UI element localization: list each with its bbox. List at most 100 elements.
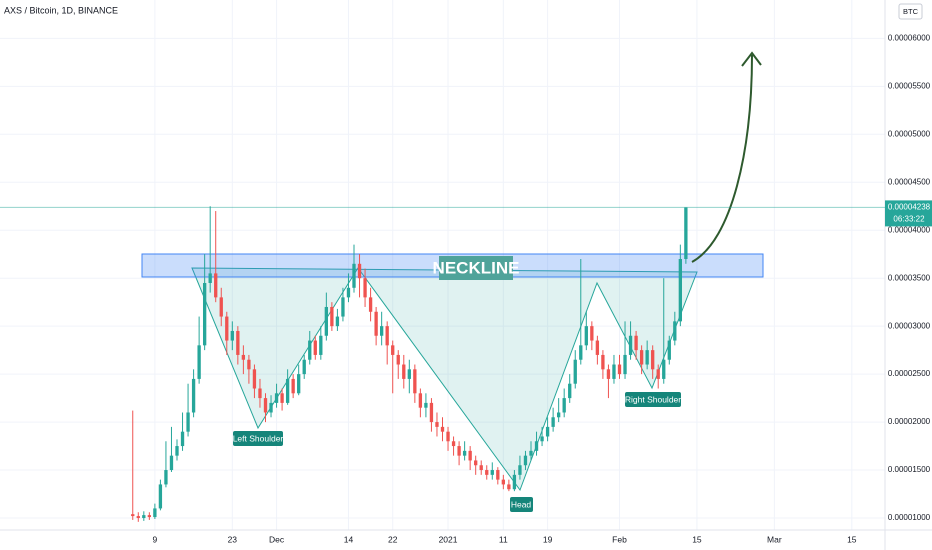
candle-body	[639, 350, 644, 365]
candle-body	[606, 369, 611, 379]
candle-body	[529, 450, 533, 456]
candle-body	[590, 326, 594, 341]
candle-body	[595, 340, 600, 355]
candle-body	[136, 516, 140, 519]
candle-body	[446, 431, 450, 442]
candle-body	[457, 446, 461, 456]
candle-body	[429, 402, 434, 423]
symbol-title: AXS / Bitcoin, 1D, BINANCE	[4, 5, 118, 15]
right-shoulder-label: Right Shoulder	[625, 394, 681, 404]
candle-body	[496, 470, 500, 480]
y-tick-label: 0.00003500	[888, 273, 931, 282]
candle-body	[418, 393, 423, 408]
countdown-label: 06:33:22	[893, 215, 925, 224]
last-price-badge	[885, 200, 932, 227]
candle-body	[374, 311, 378, 336]
candle-body	[241, 354, 246, 360]
right-shoulder-badge	[625, 392, 681, 407]
candle-body	[678, 259, 683, 322]
currency-button[interactable]	[898, 3, 923, 20]
candle-body	[551, 417, 555, 427]
x-tick-label: 14	[344, 534, 354, 544]
candle-body	[573, 359, 577, 384]
candle-body	[667, 340, 671, 360]
candle-body	[579, 345, 583, 360]
candle-body	[158, 484, 163, 509]
candle-body	[225, 316, 229, 341]
x-tick-label: 19	[543, 534, 553, 544]
candle-body	[545, 426, 550, 437]
last-price-label: 0.00004238	[888, 203, 931, 212]
neckline-label: NECKLINE	[433, 258, 520, 277]
currency-label[interactable]: BTC	[903, 7, 919, 16]
candle-body	[435, 422, 439, 427]
candle-body	[274, 393, 279, 403]
candle-body	[319, 335, 323, 355]
x-tick-label: Dec	[269, 534, 285, 544]
candle-body	[153, 508, 157, 518]
candle-body	[396, 354, 400, 365]
candle-body	[623, 354, 627, 375]
candle-body	[562, 398, 566, 413]
candle-body	[230, 330, 234, 341]
y-tick-label: 0.00004500	[888, 177, 931, 186]
candle-body	[280, 393, 284, 403]
y-tick-label: 0.00002500	[888, 369, 931, 378]
candle-body	[236, 330, 240, 355]
x-tick-label: 15	[847, 534, 857, 544]
candle-body	[169, 455, 174, 471]
candle-body	[540, 436, 544, 442]
candle-body	[462, 450, 467, 456]
candle-body	[180, 431, 185, 447]
left-shoulder-badge	[233, 431, 283, 446]
pattern-outline	[191, 267, 698, 492]
y-tick-label: 0.00003000	[888, 321, 931, 330]
candle-body	[468, 450, 472, 461]
candle-body	[645, 350, 649, 365]
y-tick-label: 0.00005000	[888, 129, 931, 138]
candle-body	[518, 465, 522, 475]
candle-body	[601, 354, 605, 370]
candle-body	[214, 273, 218, 298]
y-tick-label: 0.00004000	[888, 225, 931, 234]
x-tick-label: Feb	[612, 534, 627, 544]
candle-body	[628, 335, 633, 355]
candle-body	[584, 326, 588, 346]
x-tick-label: 22	[388, 534, 398, 544]
head-label: Head	[511, 499, 532, 509]
candle-body	[440, 426, 445, 432]
candle-body	[297, 374, 301, 394]
candle-body	[402, 364, 406, 379]
head-badge	[510, 497, 533, 512]
candle-body	[142, 515, 146, 519]
candle-body	[308, 340, 312, 360]
candle-body	[263, 398, 268, 413]
y-tick-label: 0.00001000	[888, 513, 931, 522]
candle-body	[485, 470, 489, 475]
arrow-head	[741, 51, 762, 67]
candle-body	[291, 378, 295, 394]
candle-body	[556, 412, 561, 418]
candle-body	[302, 359, 306, 375]
candle-body	[247, 359, 251, 370]
y-tick-label: 0.00006000	[888, 33, 931, 42]
candle-body	[684, 207, 688, 260]
candle-body	[341, 297, 345, 317]
candle-body	[346, 287, 351, 298]
candle-body	[252, 369, 257, 389]
candle-body	[330, 306, 334, 327]
candles	[131, 206, 688, 522]
candle-body	[385, 326, 389, 346]
candle-body	[335, 316, 340, 327]
x-tick-label: 15	[692, 534, 702, 544]
candle-body	[357, 263, 362, 279]
candle-body	[208, 273, 212, 283]
x-tick-label: 2021	[439, 534, 458, 544]
x-tick-label: 9	[153, 534, 158, 544]
candle-body	[617, 364, 622, 375]
candle-body	[219, 297, 223, 317]
candle-body	[662, 359, 666, 379]
left-shoulder-label: Left Shoulder	[233, 433, 284, 443]
candle-body	[175, 446, 179, 456]
